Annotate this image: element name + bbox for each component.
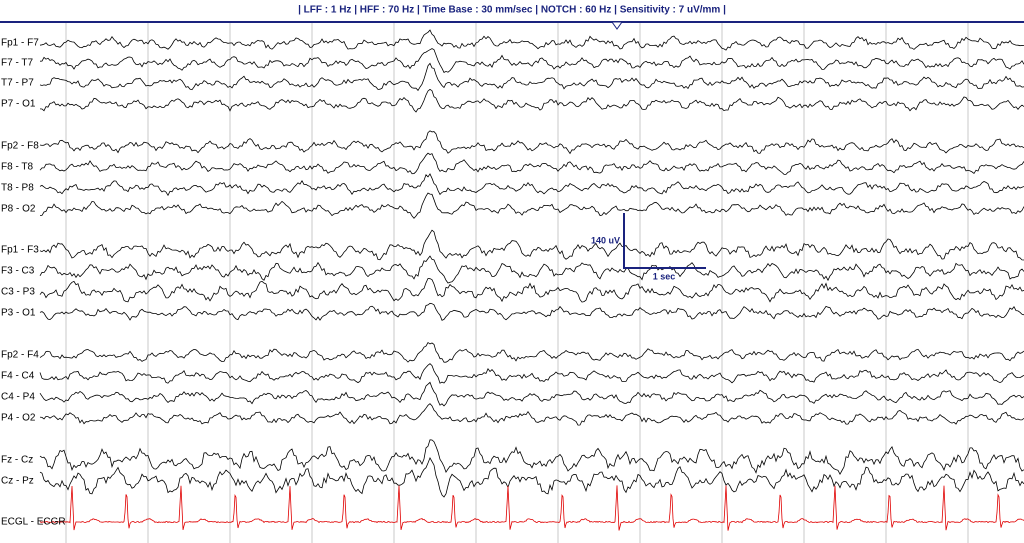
- channel-label[interactable]: ECGL - ECGR: [1, 517, 66, 528]
- eeg-trace: [39, 302, 1024, 321]
- channel-labels: Fp1 - F7 F7 - T7 T7 - P7 P7 - O1 Fp2 - F8 F8 …: [1, 38, 66, 528]
- channel-label[interactable]: F8 - T8: [1, 162, 33, 173]
- channel-label[interactable]: F3 - C3: [1, 266, 35, 277]
- eeg-trace: [39, 342, 1024, 363]
- eeg-trace: [39, 278, 1024, 303]
- eeg-trace: [39, 29, 1024, 51]
- time-cursor[interactable]: [611, 21, 623, 30]
- eeg-trace: [39, 173, 1024, 197]
- channel-label[interactable]: Cz - Pz: [1, 476, 34, 487]
- channel-label[interactable]: Fz - Cz: [1, 455, 33, 466]
- eeg-trace: [39, 363, 1024, 384]
- eeg-trace: [39, 62, 1024, 92]
- channel-label[interactable]: T8 - P8: [1, 183, 34, 194]
- channel-label[interactable]: Fp1 - F3: [1, 245, 39, 256]
- calibration-bar: [623, 213, 706, 269]
- ecg-trace: [39, 485, 1024, 531]
- channel-label[interactable]: Fp2 - F8: [1, 141, 39, 152]
- channel-label[interactable]: T7 - P7: [1, 78, 34, 89]
- channel-label[interactable]: P7 - O1: [1, 99, 36, 110]
- eeg-trace: [39, 229, 1024, 261]
- channel-label[interactable]: F7 - T7: [1, 58, 33, 69]
- eeg-trace: [40, 192, 1024, 219]
- traces: [39, 29, 1024, 531]
- eeg-trace: [39, 88, 1024, 113]
- eeg-trace: [39, 456, 1024, 498]
- calibration: 140 uV 1 sec: [591, 213, 706, 281]
- channel-label[interactable]: P4 - O2: [1, 413, 36, 424]
- channel-label[interactable]: F4 - C4: [1, 371, 35, 382]
- calibration-time: 1 sec: [653, 271, 676, 281]
- channel-label[interactable]: C4 - P4: [1, 392, 35, 403]
- channel-label[interactable]: Fp1 - F7: [1, 38, 39, 49]
- eeg-trace: [39, 381, 1024, 407]
- eeg-trace: [39, 152, 1024, 175]
- eeg-trace: [39, 130, 1024, 155]
- eeg-trace: [39, 439, 1024, 476]
- eeg-trace: [39, 255, 1024, 284]
- time-grid: [65, 23, 969, 543]
- channel-label[interactable]: Fp2 - F4: [1, 350, 39, 361]
- calibration-amplitude: 140 uV: [591, 235, 620, 245]
- settings-header: | LFF : 1 Hz | HFF : 70 Hz | Time Base :…: [298, 5, 726, 16]
- channel-label[interactable]: P3 - O1: [1, 308, 36, 319]
- channel-label[interactable]: P8 - O2: [1, 204, 36, 215]
- eeg-trace: [39, 403, 1024, 426]
- eeg-trace: [39, 48, 1024, 73]
- channel-label[interactable]: C3 - P3: [1, 287, 35, 298]
